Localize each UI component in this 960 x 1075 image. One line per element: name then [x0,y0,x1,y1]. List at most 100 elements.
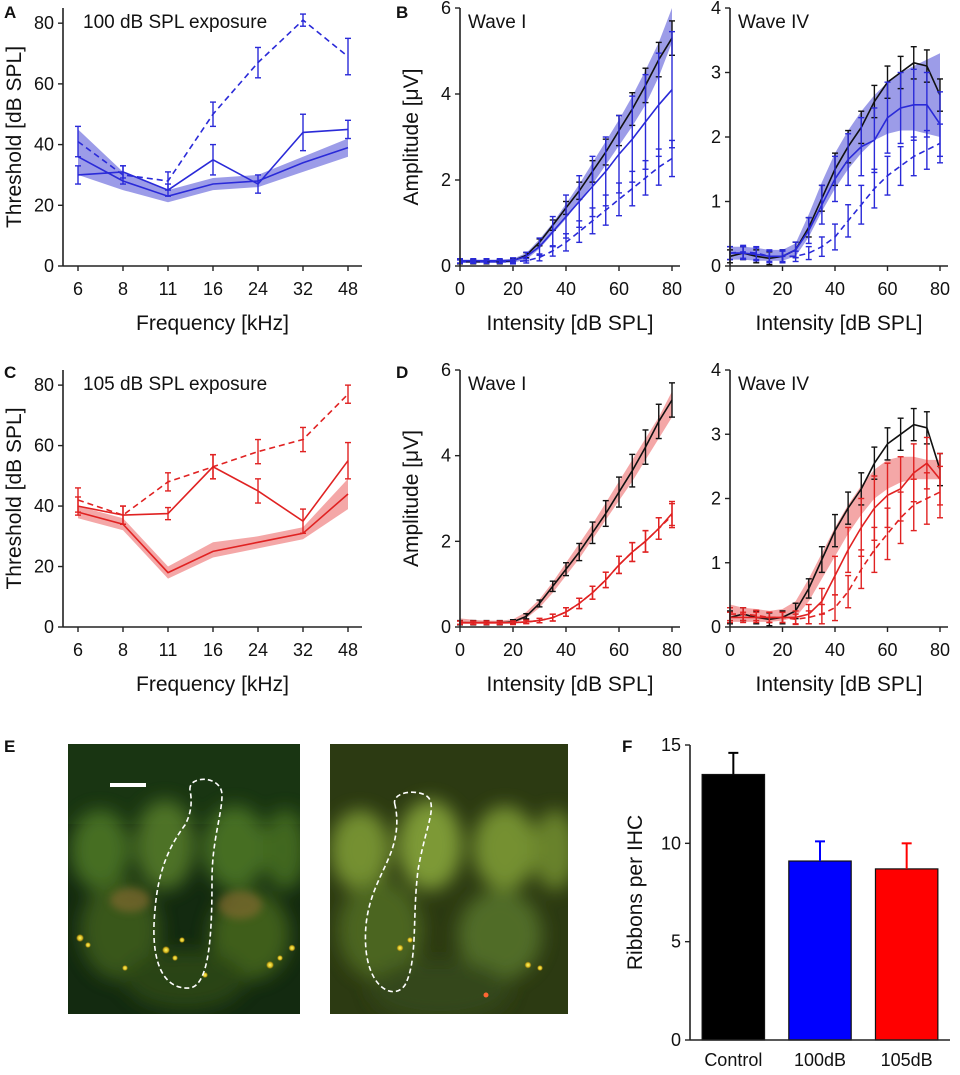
error-bar [858,549,865,590]
bar-105db [874,868,939,1041]
panel-letter-e: E [4,737,15,756]
bar-control [701,773,766,1041]
error-bar [805,245,812,261]
error-bar [549,580,556,593]
x-tick-label: 48 [338,279,358,299]
x-tick-label: 60 [609,640,629,660]
error-bar [300,426,306,453]
error-bar [576,597,583,610]
error-bar [602,194,609,226]
error-bar [845,133,852,187]
error-bar [740,607,747,622]
error-bar [470,620,477,626]
x-axis-title: Intensity [dB SPL] [487,673,654,696]
x-tick-label: 6 [73,640,83,660]
error-bar [300,508,306,534]
y-axis-title: Amplitude [μV] [400,69,423,206]
error-bar [210,143,216,176]
error-bar [832,594,838,622]
error-bar [576,220,583,244]
error-bar [496,620,503,626]
y-tick-label: 4 [711,0,721,18]
x-tick-label: 60 [877,640,897,660]
x-tick-label: 60 [609,279,629,299]
error-bar [523,619,530,625]
x-tick-label: 0 [725,640,735,660]
bar-100db [788,860,852,1041]
y-tick-label: 0 [44,617,54,637]
y-tick-label: 5 [671,932,681,952]
error-bar [589,585,596,600]
error-bar [818,603,825,625]
y-tick-label: 20 [34,195,54,215]
x-tick-label: 80 [662,279,682,299]
error-bar [818,236,825,258]
x-axis-title: Intensity [dB SPL] [756,312,923,335]
error-bar [792,250,799,263]
error-bar [523,613,530,620]
error-bar [642,159,649,196]
error-bar [655,403,662,440]
error-bar [779,250,786,263]
x-tick-label: 0 [455,279,465,299]
error-bar [818,545,825,574]
error-bar [120,165,126,185]
error-bar [923,129,930,170]
x-tick-label: 11 [159,279,178,299]
error-bar [753,609,760,622]
error-bar [576,542,583,562]
error-bar [75,487,81,513]
error-bar [897,71,904,145]
bar-error [728,751,739,775]
error-bar [910,478,917,532]
y-tick-label: 40 [34,135,54,155]
chart-a-threshold-100db: 0 20 40 60 80 6 8 11 16 24 32 48 Frequency [kHz] Thre… [3,8,362,335]
chart-f-ribbons-bar: Control 100dB 105dB 0 5 10 15 Ribbons per IHC [624,735,950,1070]
y-tick-label: 80 [34,375,54,395]
bar-error [815,840,825,862]
x-tick-label: 32 [293,640,313,660]
y-tick-label: 4 [441,446,451,466]
x-tick-label: 80 [662,640,682,660]
chart-title: Wave IV [738,12,809,33]
x-tick-label: 20 [772,279,792,299]
bar-category-label: 105dB [881,1050,933,1070]
y-tick-label: 3 [711,424,721,444]
error-bar [805,216,812,245]
x-tick-label: 16 [203,640,223,660]
panel-letter-d: D [396,363,408,382]
bar-error [901,842,912,869]
y-tick-label: 1 [711,192,721,212]
error-bar [470,259,477,265]
error-bar [300,13,306,27]
micrograph-left [68,744,300,1014]
error-bar [669,30,675,149]
x-tick-label: 20 [772,640,792,660]
error-bar [871,526,878,574]
panel-letter-b: B [396,3,408,22]
chart-title: Wave IV [738,374,809,395]
x-axis-title: Intensity [dB SPL] [487,312,654,335]
control-band [78,129,348,203]
chart-title: 100 dB SPL exposure [83,12,267,33]
error-bar [345,384,351,404]
x-tick-label: 8 [118,279,128,299]
error-bar [483,259,490,265]
control-band [460,391,672,624]
y-tick-label: 2 [441,531,451,551]
error-bar [536,617,543,624]
error-bar [255,438,261,465]
chart-title: Wave I [468,12,526,33]
error-bar [345,119,351,140]
x-axis-title: Frequency [kHz] [136,673,289,696]
error-bar [165,472,171,492]
error-bar [832,155,838,203]
error-bar [563,233,569,252]
y-tick-label: 2 [711,489,721,509]
error-bar [845,204,852,238]
error-bar [871,168,878,209]
y-tick-label: 4 [441,84,451,104]
error-bar [510,620,516,626]
